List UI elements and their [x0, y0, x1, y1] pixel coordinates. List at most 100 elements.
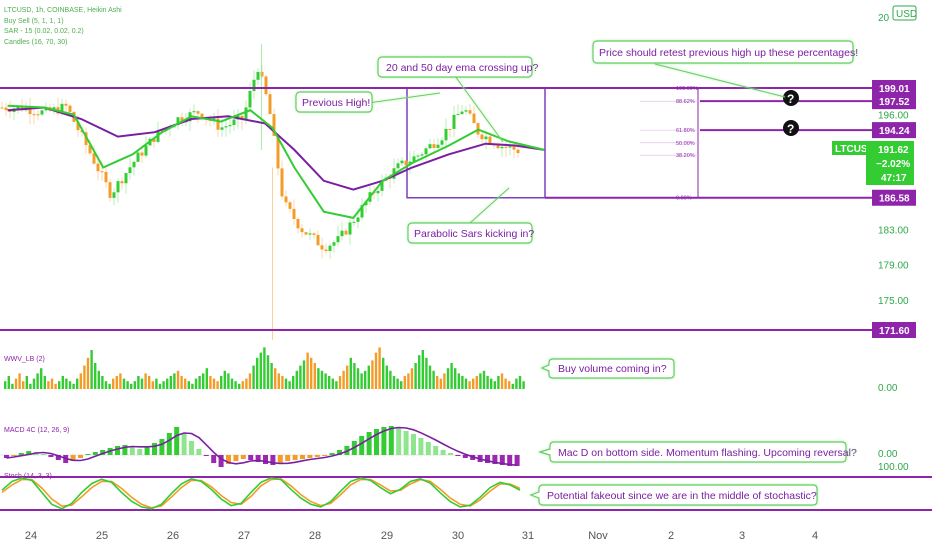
level-label-4: 171.60	[879, 326, 910, 337]
callout-buy-volume[interactable]	[540, 358, 675, 379]
volume-bar-13	[50, 378, 54, 389]
volume-bar-80	[292, 376, 295, 389]
macd-bar-50	[374, 429, 379, 455]
macd-bar-61	[455, 455, 461, 456]
volume-bar-37	[137, 376, 140, 389]
last-price-value: 191.62	[878, 145, 909, 156]
volume-bar-82	[299, 365, 302, 389]
volume-bar-95	[346, 365, 349, 389]
volume-bar-57	[209, 376, 212, 389]
level-label-2: 194.24	[879, 126, 910, 137]
volume-bar-23	[86, 357, 90, 389]
macd-bar-35	[263, 455, 268, 464]
volume-bar-108	[392, 376, 396, 389]
candle-body-126	[504, 146, 508, 148]
macd-bar-67	[499, 455, 505, 465]
macd-bar-37	[277, 455, 283, 463]
volume-bar-61	[223, 370, 226, 389]
candle-body-45	[180, 117, 184, 122]
macd-bar-29	[218, 455, 224, 467]
macd-bar-48	[359, 436, 365, 455]
callout-macd[interactable]	[537, 441, 847, 463]
macd-bar-42	[314, 455, 320, 457]
candle-body-60	[240, 115, 244, 121]
volume-bar-20	[76, 378, 79, 389]
fib-label-2: 61.80%	[676, 128, 695, 134]
candle-body-68	[272, 114, 276, 136]
stoch-d-line	[1, 477, 521, 509]
time-axis[interactable]: 24 25 26 27 28 29 30 31 Nov 2 3 4	[25, 530, 818, 542]
candle-body-66	[264, 76, 268, 95]
volume-bar-22	[83, 365, 86, 389]
price-levels: 199.01 197.52 194.24 186.58 171.60	[0, 80, 916, 338]
candle-body-106	[424, 148, 428, 155]
volume-bar-5	[22, 381, 25, 389]
macd-bar-32	[240, 455, 246, 459]
macd-bar-20	[152, 443, 157, 455]
volume-bar-119	[432, 370, 435, 389]
volume-bar-56	[205, 368, 208, 389]
macd-bar-28	[211, 455, 217, 463]
annotation-callouts: 20 and 50 day ema crossing up? Previous …	[295, 40, 858, 506]
candle-body-128	[512, 146, 516, 150]
volume-pane	[4, 347, 525, 389]
volume-bar-29	[108, 383, 111, 389]
volume-bar-17	[65, 378, 68, 389]
callout-previous-high[interactable]	[295, 91, 373, 113]
time-tick-6: 30	[452, 530, 464, 542]
volume-bar-112	[407, 373, 410, 389]
candle-body-32	[128, 167, 132, 174]
candle-body-56	[224, 126, 228, 128]
volume-bar-91	[331, 378, 334, 389]
volume-bar-49	[180, 376, 183, 389]
candle-body-15	[60, 103, 64, 114]
volume-bar-114	[414, 363, 417, 389]
volume-bar-135	[490, 378, 493, 389]
candle-body-82	[328, 245, 332, 251]
candle-body-77	[308, 233, 312, 235]
volume-bar-44	[162, 381, 165, 389]
currency-badge[interactable]	[892, 5, 917, 21]
volume-bar-71	[259, 352, 262, 389]
volume-bar-9	[36, 373, 39, 389]
volume-bar-65	[238, 383, 241, 389]
volume-bar-19	[72, 383, 75, 389]
candle-body-76	[304, 232, 308, 235]
volume-bar-116	[421, 350, 424, 389]
candle-body-40	[160, 130, 164, 132]
callout-ema-cross[interactable]	[377, 56, 533, 78]
macd-bar-65	[485, 455, 490, 463]
macd-bar-10	[78, 455, 83, 458]
volume-bar-15	[58, 381, 61, 389]
callout-stoch[interactable]	[529, 484, 818, 506]
candle-body-112	[448, 128, 452, 130]
candle-body-70	[280, 168, 284, 197]
macd-bar-26	[196, 449, 202, 455]
macd-bar-2	[18, 453, 24, 455]
volume-bar-18	[68, 381, 72, 389]
price-axis[interactable]: 196.00 183.00 179.00 175.00	[878, 111, 909, 307]
volume-bar-127	[461, 376, 464, 389]
volume-bar-134	[486, 376, 489, 389]
candle-body-34	[136, 152, 140, 162]
candle-body-35	[140, 152, 144, 156]
question-icon-2: ?	[783, 120, 799, 136]
macd-bar-7	[55, 455, 61, 460]
candle-body-27	[108, 182, 112, 198]
candle-body-80	[320, 245, 324, 250]
volume-bar-11	[43, 376, 46, 389]
callout-retest[interactable]	[592, 40, 854, 64]
callout-parabolic[interactable]	[407, 222, 533, 244]
volume-bar-74	[270, 363, 273, 389]
candle-body-107	[428, 144, 432, 149]
macd-bar-19	[144, 446, 150, 455]
volume-bar-132	[479, 373, 482, 389]
candle-body-124	[496, 145, 500, 149]
volume-bar-124	[450, 363, 453, 389]
candle-body-73	[292, 208, 296, 220]
volume-bar-34	[126, 381, 129, 389]
macd-bar-54	[403, 431, 409, 455]
volume-bar-16	[61, 376, 64, 389]
volume-bar-36	[133, 381, 136, 389]
